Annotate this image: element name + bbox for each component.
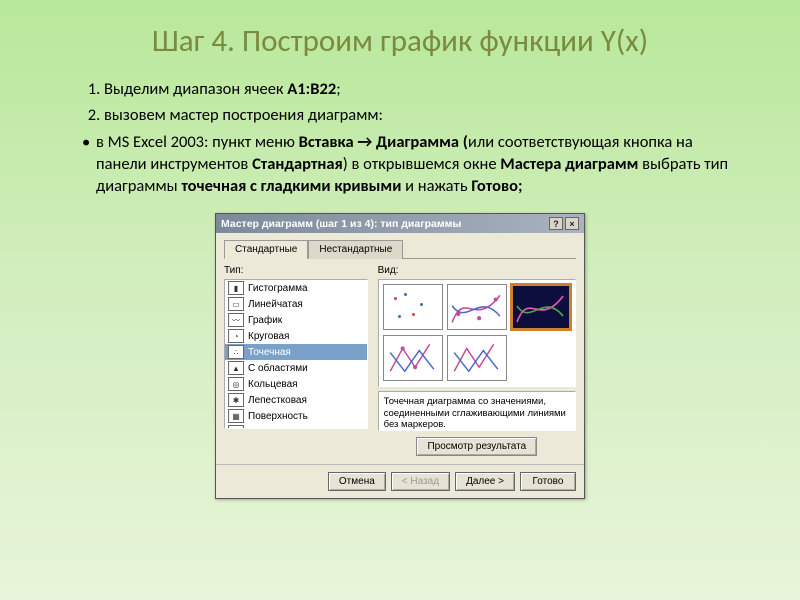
- next-button[interactable]: Далее >: [455, 472, 515, 491]
- chart-type-icon: ◔: [228, 329, 244, 343]
- chart-type-item[interactable]: ▲ С областями: [225, 360, 367, 376]
- chart-type-label: Гистограмма: [248, 283, 308, 294]
- tab-custom[interactable]: Нестандартные: [308, 240, 403, 259]
- step-3: в MS Excel 2003: пункт меню Вставка → Ди…: [96, 131, 740, 198]
- preview-result-button[interactable]: Просмотр результата: [416, 437, 537, 456]
- chart-wizard-dialog: Мастер диаграмм (шаг 1 из 4): тип диагра…: [215, 213, 585, 499]
- help-icon[interactable]: ?: [549, 217, 563, 230]
- chart-type-label: Поверхность: [248, 411, 308, 422]
- step-1: Выделим диапазон ячеек А1:В22;: [104, 78, 740, 100]
- text: Выделим диапазон ячеек: [104, 79, 287, 99]
- bold: Мастера диаграмм: [500, 154, 638, 174]
- chart-type-item[interactable]: ◎ Кольцевая: [225, 376, 367, 392]
- subtype-lines-nomarkers[interactable]: [447, 335, 507, 381]
- chart-type-item[interactable]: ▦ Поверхность: [225, 408, 367, 424]
- subtype-scatter-markers[interactable]: [383, 284, 443, 330]
- page-title: Шаг 4. Построим график функции Y(x): [0, 0, 800, 78]
- finish-button[interactable]: Готово: [520, 472, 576, 491]
- type-label: Тип:: [224, 265, 368, 276]
- subtype-smooth-nomarkers[interactable]: [511, 284, 571, 330]
- chart-type-icon: ▦: [228, 409, 244, 423]
- subtype-smooth-markers[interactable]: [447, 284, 507, 330]
- text: в MS Excel 2003: пункт меню: [96, 132, 299, 152]
- view-column: Вид: Точечная диаграмма: [378, 265, 576, 456]
- text: ) в открывшемся окне: [343, 154, 501, 174]
- bold: Вставка → Диаграмма (: [299, 132, 468, 152]
- cancel-button[interactable]: Отмена: [328, 472, 386, 491]
- dialog-titlebar[interactable]: Мастер диаграмм (шаг 1 из 4): тип диагра…: [216, 214, 584, 233]
- chart-subtype-grid: [378, 279, 576, 387]
- chart-type-icon: ▮: [228, 281, 244, 295]
- steps-list: Выделим диапазон ячеек А1:В22; вызовем м…: [80, 78, 740, 197]
- back-button[interactable]: < Назад: [391, 472, 450, 491]
- chart-type-item[interactable]: ✱ Лепестковая: [225, 392, 367, 408]
- chart-type-icon: ∴: [228, 345, 244, 359]
- subtype-description: Точечная диаграмма со значениями, соедин…: [378, 391, 576, 431]
- dialog-button-row: Отмена < Назад Далее > Готово: [216, 464, 584, 498]
- chart-type-label: Точечная: [248, 347, 291, 358]
- chart-type-icon: o°: [228, 425, 244, 429]
- chart-type-label: График: [248, 315, 282, 326]
- chart-type-icon: 〰: [228, 313, 244, 327]
- bold: точечная с гладкими кривыми: [181, 176, 401, 196]
- chart-type-icon: ✱: [228, 393, 244, 407]
- chart-type-label: Линейчатая: [248, 299, 303, 310]
- chart-type-label: Кольцевая: [248, 379, 298, 390]
- subtype-lines-markers[interactable]: [383, 335, 443, 381]
- type-column: Тип: ▮ Гистограмма ▭ Линейчатая 〰 График ◔ Круг…: [224, 265, 368, 456]
- chart-type-label: С областями: [248, 363, 308, 374]
- chart-type-item[interactable]: ▭ Линейчатая: [225, 296, 367, 312]
- text: ;: [336, 79, 340, 99]
- step-2: вызовем мастер построения диаграмм:: [104, 104, 740, 126]
- chart-type-item[interactable]: ◔ Круговая: [225, 328, 367, 344]
- chart-type-item[interactable]: ▮ Гистограмма: [225, 280, 367, 296]
- content-block: Выделим диапазон ячеек А1:В22; вызовем м…: [0, 78, 800, 197]
- chart-type-item[interactable]: ∴ Точечная: [225, 344, 367, 360]
- titlebar-controls: ? ×: [549, 217, 579, 230]
- chart-type-label: Лепестковая: [248, 395, 307, 406]
- dialog-title: Мастер диаграмм (шаг 1 из 4): тип диагра…: [221, 218, 461, 230]
- view-label: Вид:: [378, 265, 576, 276]
- bold: А1:В22: [287, 79, 336, 99]
- text: и нажать: [401, 176, 471, 196]
- chart-type-label: Пузырьковая: [248, 427, 309, 430]
- chart-type-label: Круговая: [248, 331, 289, 342]
- chart-type-item[interactable]: 〰 График: [225, 312, 367, 328]
- chart-type-icon: ◎: [228, 377, 244, 391]
- tab-standard[interactable]: Стандартные: [224, 240, 308, 259]
- chart-type-icon: ▭: [228, 297, 244, 311]
- chart-type-item[interactable]: o° Пузырьковая: [225, 424, 367, 429]
- bold: Стандартная: [252, 154, 343, 174]
- tabstrip: Стандартные Нестандартные: [224, 239, 576, 259]
- dialog-body: Стандартные Нестандартные Тип: ▮ Гистогра…: [216, 233, 584, 464]
- bold: Готово;: [471, 176, 522, 196]
- close-icon[interactable]: ×: [565, 217, 579, 230]
- chart-type-list[interactable]: ▮ Гистограмма ▭ Линейчатая 〰 График ◔ Круговая ∴…: [224, 279, 368, 429]
- chart-type-icon: ▲: [228, 361, 244, 375]
